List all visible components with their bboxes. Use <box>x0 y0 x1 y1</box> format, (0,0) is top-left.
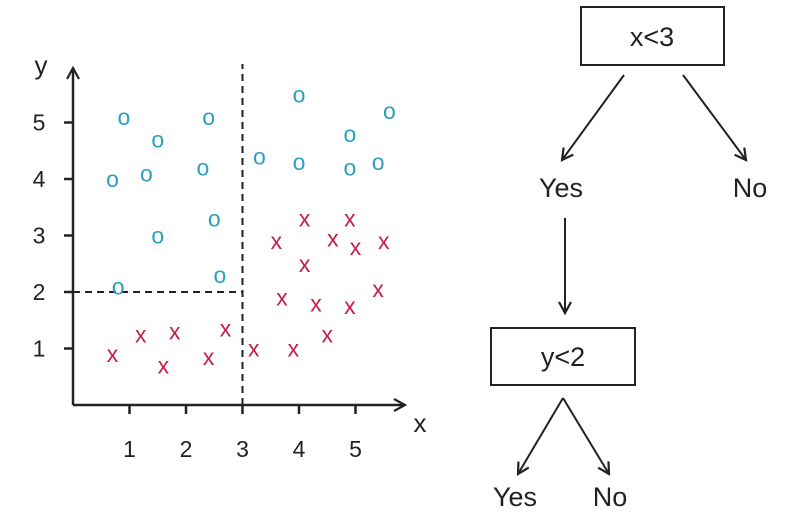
y-tick-label: 1 <box>33 336 46 362</box>
point-x: x <box>322 321 334 347</box>
point-o: o <box>112 273 125 299</box>
point-x: x <box>299 206 311 232</box>
edge-root-to-no <box>682 74 746 160</box>
root-yes-label: Yes <box>539 173 583 203</box>
point-x: x <box>344 293 356 319</box>
point-o: o <box>343 155 356 181</box>
point-x: x <box>288 336 300 362</box>
x-tick-label: 3 <box>236 436 249 462</box>
point-o: o <box>383 98 396 124</box>
point-x: x <box>372 276 384 302</box>
x-tick-label: 5 <box>349 436 362 462</box>
point-o: o <box>202 104 215 130</box>
point-x: x <box>248 336 260 362</box>
y-tick-label: 3 <box>33 223 46 249</box>
point-x: x <box>169 319 181 345</box>
point-x: x <box>203 344 215 370</box>
child-no-label: No <box>593 482 628 512</box>
y-tick-label: 4 <box>33 166 46 192</box>
x-axis-label: x <box>414 408 427 438</box>
point-o: o <box>253 143 266 169</box>
edge-child-to-no <box>562 397 609 474</box>
x-tick-label: 1 <box>123 436 136 462</box>
point-x: x <box>220 316 232 342</box>
point-o: o <box>214 262 227 288</box>
point-o: o <box>372 149 385 175</box>
point-o: o <box>151 223 164 249</box>
decision-tree: x<3 Yes No y<2 Yes No <box>490 6 768 512</box>
point-x: x <box>350 234 362 260</box>
split-lines <box>73 64 244 405</box>
point-x: x <box>344 206 356 232</box>
child-node-label: y<2 <box>541 342 585 372</box>
child-yes-label: Yes <box>493 482 537 512</box>
point-x: x <box>276 285 288 311</box>
point-o: o <box>151 126 164 152</box>
point-o: o <box>197 155 210 181</box>
point-o: o <box>208 206 221 232</box>
x-tick-labels: 1 2 3 4 5 <box>123 405 362 462</box>
point-x: x <box>378 228 390 254</box>
y-axis-label: y <box>35 50 48 80</box>
root-no-label: No <box>733 173 768 203</box>
root-node-box <box>580 6 725 66</box>
point-x: x <box>107 341 119 367</box>
point-o: o <box>343 121 356 147</box>
point-o: o <box>293 149 306 175</box>
point-x: x <box>158 352 170 378</box>
point-x: x <box>135 321 147 347</box>
point-x: x <box>310 290 322 316</box>
point-x: x <box>327 225 339 251</box>
y-tick-label: 2 <box>33 279 46 305</box>
root-node-label: x<3 <box>630 22 674 52</box>
point-x: x <box>271 228 283 254</box>
point-o: o <box>140 160 153 186</box>
point-o: o <box>106 166 119 192</box>
x-tick-label: 2 <box>180 436 193 462</box>
child-node-box <box>490 327 636 386</box>
point-o: o <box>117 104 130 130</box>
y-tick-labels: 1 2 3 4 5 <box>33 110 73 362</box>
y-tick-label: 5 <box>33 110 46 136</box>
point-o: o <box>293 81 306 107</box>
edge-child-to-yes <box>518 397 564 474</box>
x-tick-label: 4 <box>293 436 306 462</box>
edge-root-to-yes <box>562 74 625 160</box>
point-x: x <box>299 251 311 277</box>
